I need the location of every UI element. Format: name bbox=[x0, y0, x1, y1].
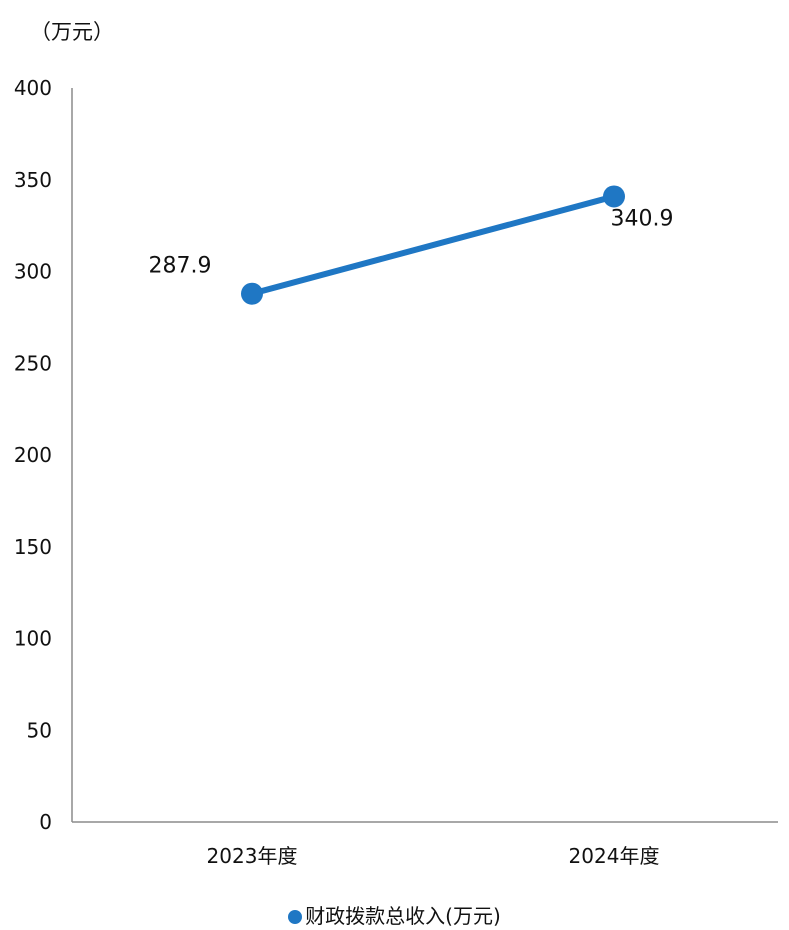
data-point bbox=[241, 282, 263, 305]
legend-marker-icon bbox=[288, 910, 303, 924]
data-labels: 287.9 340.9 bbox=[149, 206, 674, 278]
data-label: 287.9 bbox=[149, 254, 212, 279]
x-tick-label: 2024年度 bbox=[569, 844, 660, 868]
y-axis-unit-label: （万元） bbox=[30, 20, 114, 44]
series-layer bbox=[241, 185, 625, 305]
x-tick-labels: 2023年度 2024年度 bbox=[207, 844, 660, 868]
legend: 财政拨款总收入(万元) bbox=[0, 900, 789, 929]
data-point bbox=[603, 185, 625, 208]
data-label: 340.9 bbox=[611, 206, 674, 231]
y-tick-label: 150 bbox=[14, 535, 52, 559]
y-tick-label: 200 bbox=[14, 443, 52, 467]
y-tick-label: 100 bbox=[14, 627, 52, 651]
y-tick-label: 250 bbox=[14, 351, 52, 375]
legend-label: 财政拨款总收入(万元) bbox=[305, 904, 501, 928]
y-tick-labels: 0 50 100 150 200 250 300 350 400 bbox=[14, 76, 52, 834]
y-tick-label: 50 bbox=[27, 718, 52, 742]
x-tick-label: 2023年度 bbox=[207, 844, 298, 868]
y-tick-label: 0 bbox=[39, 810, 52, 834]
y-tick-label: 350 bbox=[14, 168, 52, 192]
y-tick-label: 400 bbox=[14, 76, 52, 100]
axes bbox=[71, 88, 778, 823]
series-line bbox=[249, 193, 617, 297]
y-tick-label: 300 bbox=[14, 260, 52, 284]
